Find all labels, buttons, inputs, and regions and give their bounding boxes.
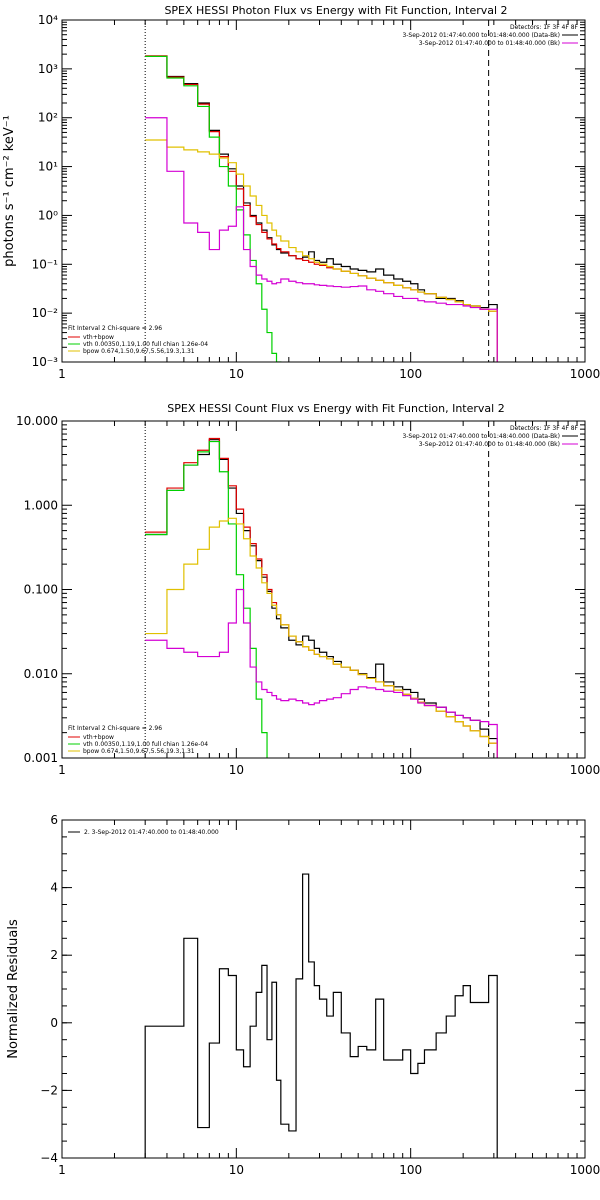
photon-flux-fit-title: Fit Interval 2 Chi-square = 2.96 <box>68 325 162 332</box>
y-tick-label: 10.000 <box>16 414 58 428</box>
y-tick-label: 0.010 <box>24 667 58 681</box>
photon-flux-y-label: photons s⁻¹ cm⁻² keV⁻¹ <box>2 115 17 267</box>
x-tick-label: 1 <box>58 1163 66 1177</box>
series-residuals-line <box>144 873 498 1158</box>
photon-flux-fit-label-total: vth+bpow <box>83 334 114 341</box>
x-tick-label: 1000 <box>570 367 600 381</box>
y-tick-label: 10⁴ <box>38 13 58 27</box>
photon-flux-plot: 1 10 100 1000 10⁻³ 10⁻² 10⁻¹ 10⁰ 10¹ 10² 10³ 10⁴ <box>32 13 600 381</box>
residuals-y-label: Normalized Residuals <box>6 919 21 1059</box>
x-tick-label: 10 <box>229 1163 244 1177</box>
photon-flux-legend-label-bk: 3-Sep-2012 01:47:40.000 to 01:48:40.000 … <box>419 40 560 47</box>
y-tick-label: 1.000 <box>24 498 58 512</box>
y-tick-label: 10³ <box>38 62 58 76</box>
count-flux-fit-label-bpow: bpow 0.674,1.50,9.67,5.56,19.3,1.31 <box>83 748 195 755</box>
count-flux-fit-label-vth: vth 0.00350,1.19,1.00 full chian 1.26e-0… <box>83 741 208 748</box>
photon-flux-fit-label-vth: vth 0.00350,1.19,1.00 full chian 1.26e-0… <box>83 341 208 348</box>
count-flux-plot: 1 10 100 1000 0.001 0.010 0.100 1.000 10.000 <box>16 414 600 777</box>
series-bk-line <box>145 588 498 758</box>
count-flux-fit-title: Fit Interval 2 Chi-square = 2.96 <box>68 725 162 732</box>
y-tick-label: 10⁻² <box>32 306 59 320</box>
y-tick-label: 10² <box>38 111 58 125</box>
count-flux-title: SPEX HESSI Count Flux vs Energy with Fit… <box>167 402 504 415</box>
count-flux-fit-label-total: vth+bpow <box>83 734 114 741</box>
x-tick-label: 10 <box>229 763 244 777</box>
residuals-plot: 1 10 100 1000 −4 −2 0 2 4 6 <box>40 813 600 1177</box>
y-tick-label: 10¹ <box>38 160 58 174</box>
y-tick-label: 10⁻³ <box>32 355 59 369</box>
plot-series-group <box>145 55 498 362</box>
series-bpow-line <box>145 517 498 758</box>
x-tick-label: 10 <box>229 367 244 381</box>
photon-flux-legend-label-data: 3-Sep-2012 01:47:40.000 to 01:48:40.000 … <box>402 32 560 39</box>
plot-series-group <box>144 873 498 1158</box>
photon-flux-fit-label-bpow: bpow 0.674,1.50,9.67,5.56,19.3,1.31 <box>83 348 195 355</box>
y-tick-label: −2 <box>40 1083 58 1097</box>
count-flux-legend-title: Detectors: 1F 3F 4F 8F <box>510 425 579 432</box>
count-flux-legend-label-data: 3-Sep-2012 01:47:40.000 to 01:48:40.000 … <box>402 433 560 440</box>
count-flux-legend-label-bk: 3-Sep-2012 01:47:40.000 to 01:48:40.000 … <box>419 441 560 448</box>
y-tick-label: −4 <box>40 1151 58 1165</box>
x-tick-label: 1 <box>58 367 66 381</box>
y-tick-label: 10⁻¹ <box>32 257 59 271</box>
x-tick-label: 100 <box>399 367 422 381</box>
y-tick-label: 10⁰ <box>38 208 58 222</box>
x-tick-label: 100 <box>399 1163 422 1177</box>
plot-series-group <box>145 437 498 758</box>
y-tick-label: 4 <box>50 881 58 895</box>
residuals-legend-label: 2. 3-Sep-2012 01:47:40.000 to 01:48:40.0… <box>84 829 219 836</box>
count-flux-panel: SPEX HESSI Count Flux vs Energy with Fit… <box>16 402 600 777</box>
x-tick-label: 1000 <box>570 763 600 777</box>
series-bk-line <box>145 117 498 362</box>
y-tick-label: 2 <box>50 948 58 962</box>
y-tick-label: 0.100 <box>24 583 58 597</box>
x-tick-label: 1000 <box>570 1163 600 1177</box>
photon-flux-panel: SPEX HESSI Photon Flux vs Energy with Fi… <box>2 4 600 381</box>
photon-flux-legend-title: Detectors: 1F 3F 4F 8F <box>510 24 579 31</box>
y-tick-label: 0 <box>50 1016 58 1030</box>
x-tick-label: 1 <box>58 763 66 777</box>
series-bpow-line <box>145 139 498 362</box>
x-tick-label: 100 <box>399 763 422 777</box>
photon-flux-title: SPEX HESSI Photon Flux vs Energy with Fi… <box>164 4 507 17</box>
y-tick-label: 6 <box>50 813 58 827</box>
plot-frame <box>61 19 586 363</box>
y-tick-label: 0.001 <box>24 751 58 765</box>
